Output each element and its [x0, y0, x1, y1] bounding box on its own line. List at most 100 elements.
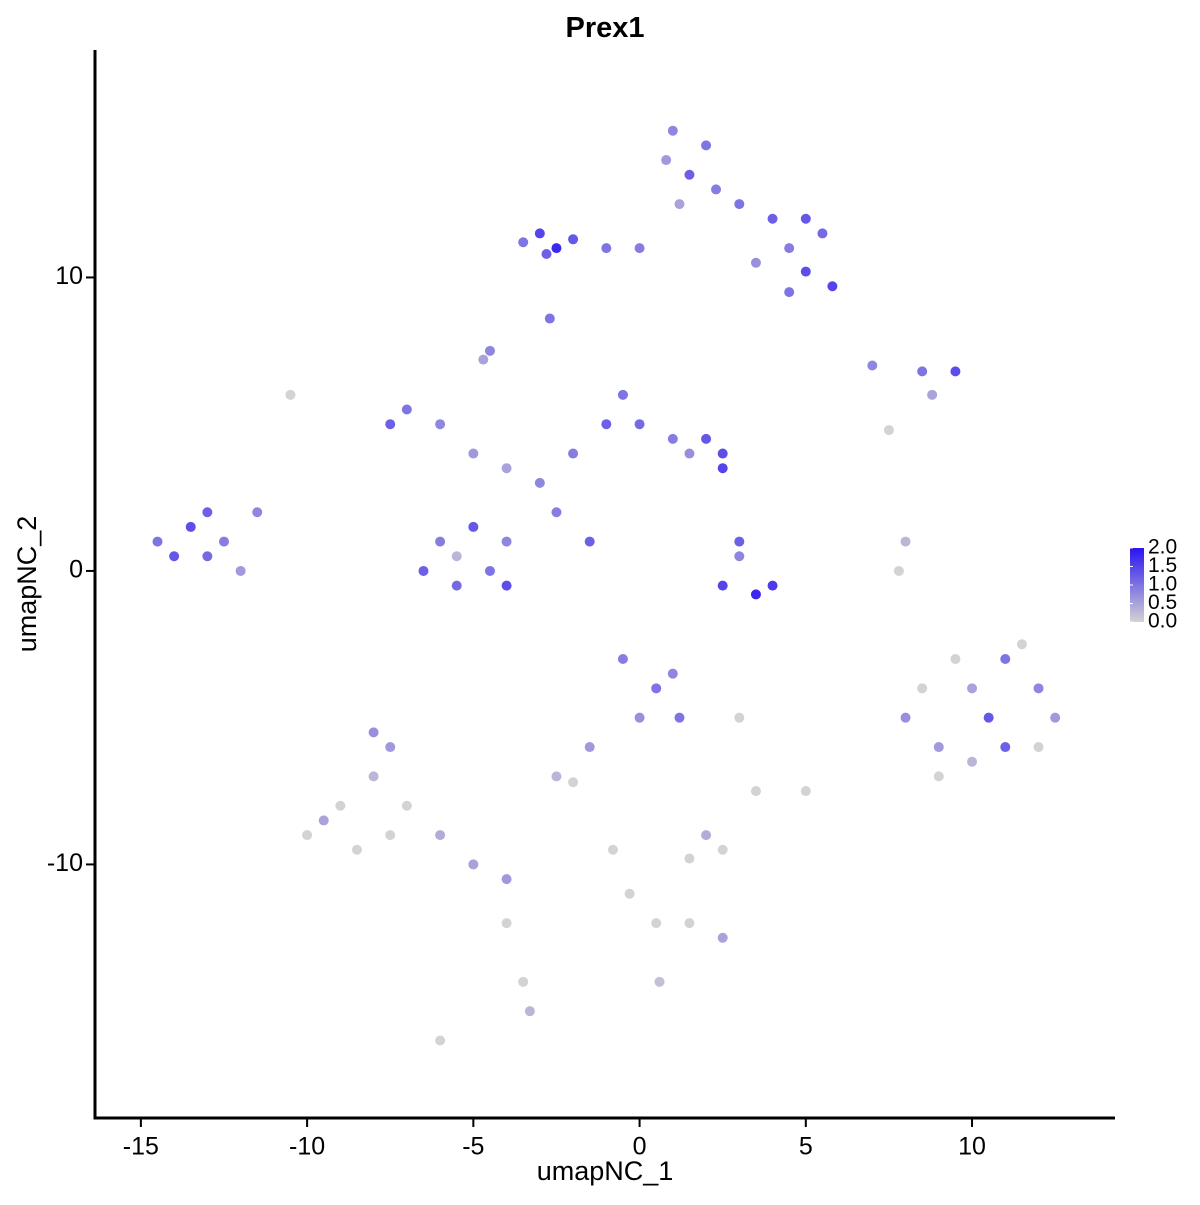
x-tick-label: 5 [799, 1133, 813, 1161]
point [967, 683, 978, 694]
point [800, 213, 811, 224]
point [235, 565, 246, 576]
point [551, 243, 562, 254]
point [501, 874, 512, 885]
point [950, 366, 961, 377]
point [607, 844, 618, 855]
point [601, 243, 612, 254]
point [634, 419, 645, 430]
point [617, 389, 628, 400]
point [501, 536, 512, 547]
point [601, 419, 612, 430]
point [541, 248, 552, 259]
point [717, 580, 728, 591]
point [933, 771, 944, 782]
point [734, 551, 745, 562]
point [468, 448, 479, 459]
point [624, 888, 635, 899]
point [667, 668, 678, 679]
point [883, 425, 894, 436]
point [501, 918, 512, 929]
chart-title: Prex1 [565, 12, 644, 44]
y-tick-label: -10 [47, 849, 83, 877]
colorbar-label: 2.0 [1148, 536, 1177, 559]
colorbar-label: 0.0 [1148, 610, 1177, 633]
point [302, 830, 313, 841]
point [750, 786, 761, 797]
point [435, 830, 446, 841]
point [654, 976, 665, 987]
point [667, 433, 678, 444]
point [501, 580, 512, 591]
colorbar [1130, 548, 1144, 622]
point [684, 918, 695, 929]
point [551, 507, 562, 518]
point [468, 521, 479, 532]
point [401, 404, 412, 415]
point [368, 771, 379, 782]
x-tick-label: -5 [462, 1133, 484, 1161]
point [950, 653, 961, 664]
point [784, 243, 795, 254]
point [401, 800, 412, 811]
y-tick-label: 0 [69, 556, 83, 584]
point [701, 830, 712, 841]
point [684, 448, 695, 459]
point [568, 777, 579, 788]
point [767, 213, 778, 224]
point [285, 389, 296, 400]
y-tick-label: 10 [55, 262, 83, 290]
point [202, 551, 213, 562]
point [717, 448, 728, 459]
point [568, 234, 579, 245]
point [634, 243, 645, 254]
point [534, 477, 545, 488]
point [684, 853, 695, 864]
point [917, 366, 928, 377]
point [750, 589, 761, 600]
point [711, 184, 722, 195]
point [867, 360, 878, 371]
point [1000, 742, 1011, 753]
point [451, 580, 462, 591]
x-tick-label: -10 [289, 1133, 325, 1161]
point [634, 712, 645, 723]
point [518, 976, 529, 987]
point [544, 313, 555, 324]
point [701, 140, 712, 151]
point [674, 199, 685, 210]
point [584, 742, 595, 753]
point [717, 932, 728, 943]
point [784, 287, 795, 298]
point [717, 844, 728, 855]
point [451, 551, 462, 562]
x-tick-label: -15 [123, 1133, 159, 1161]
point [218, 536, 229, 547]
point [435, 419, 446, 430]
point [568, 448, 579, 459]
point [335, 800, 346, 811]
point [983, 712, 994, 723]
point [152, 536, 163, 547]
point [252, 507, 263, 518]
point [169, 551, 180, 562]
point [418, 565, 429, 576]
point [385, 742, 396, 753]
point [927, 389, 938, 400]
point [534, 228, 545, 239]
point [1050, 712, 1061, 723]
point [800, 266, 811, 277]
point [468, 859, 479, 870]
point [750, 257, 761, 268]
point [900, 712, 911, 723]
point [701, 433, 712, 444]
point [484, 565, 495, 576]
point [318, 815, 329, 826]
point [767, 580, 778, 591]
point [893, 565, 904, 576]
x-tick-label: 10 [958, 1133, 986, 1161]
point [1000, 653, 1011, 664]
point [651, 918, 662, 929]
point [185, 521, 196, 532]
point [734, 199, 745, 210]
